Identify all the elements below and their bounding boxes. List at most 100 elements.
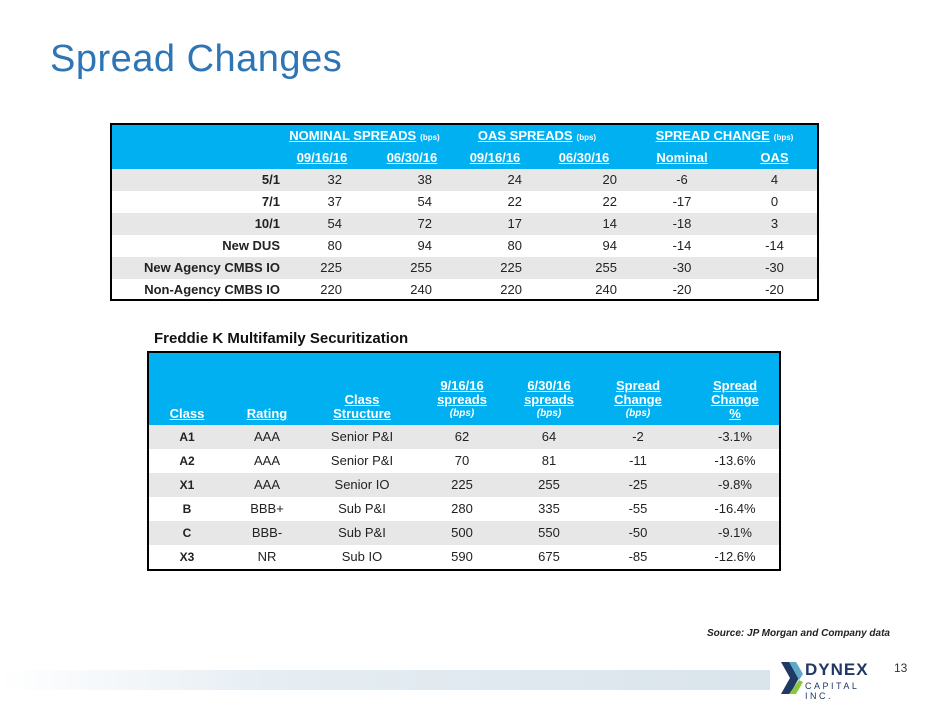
table-cell: -12.6% — [714, 549, 756, 564]
table-cell: 24 — [507, 172, 522, 187]
table-cell: -55 — [628, 501, 648, 516]
column-header-line: Class — [344, 392, 380, 407]
page-title: Spread Changes — [50, 38, 343, 80]
column-header-line: % — [729, 406, 741, 421]
table-cell: 14 — [602, 216, 617, 231]
column-header: 6/30/16 spreads (bps) — [504, 379, 594, 421]
column-unit: (bps) — [449, 408, 475, 419]
column-header: Spread Change (bps) — [593, 379, 683, 421]
table-cell: -14 — [765, 238, 784, 253]
column-header: Class Structure — [312, 393, 412, 421]
table-cell: 255 — [595, 260, 617, 275]
column-unit: (bps) — [625, 408, 651, 419]
table-cell: AAA — [253, 429, 280, 444]
column-header: Class — [152, 407, 222, 421]
column-header-line: Spread — [712, 378, 758, 393]
column-header-line: Change — [614, 392, 662, 407]
table-cell: 72 — [417, 216, 432, 231]
table-cell: 590 — [451, 549, 473, 564]
table-cell: -2 — [632, 429, 644, 444]
logo-mark-icon — [781, 662, 803, 694]
table-cell: 255 — [538, 477, 560, 492]
table-cell: 280 — [451, 501, 473, 516]
table-cell: -11 — [629, 453, 647, 468]
table-cell: NR — [257, 549, 277, 564]
table-cell: 255 — [410, 260, 432, 275]
row-label: 5/1 — [261, 172, 280, 187]
table-row: X1 AAA Senior IO 225 255 -25 -9.8% — [149, 473, 779, 497]
group-header-row: NOMINAL SPREADS (bps) OAS SPREADS (bps) SP… — [112, 125, 817, 147]
row-label: 7/1 — [261, 194, 280, 209]
column-header-line: Structure — [333, 406, 391, 421]
column-header: 9/16/16 spreads (bps) — [417, 379, 507, 421]
table-cell: 80 — [327, 238, 342, 253]
class-cell: C — [182, 526, 192, 540]
source-note: Source: JP Morgan and Company data — [707, 628, 890, 639]
table-cell: -20 — [765, 282, 784, 297]
table-cell: 32 — [327, 172, 342, 187]
table-cell: 0 — [770, 194, 779, 209]
table2-header: Class Rating Class Structure 9/16/16 spreads(… — [149, 353, 779, 425]
table-cell: 225 — [451, 477, 473, 492]
class-cell: B — [182, 502, 192, 516]
table-cell: BBB- — [251, 525, 283, 540]
table-cell: Senior IO — [334, 477, 390, 492]
table-row: C BBB- Sub P&I 500 550 -50 -9.1% — [149, 521, 779, 545]
table-cell: 220 — [500, 282, 522, 297]
column-header: Rating — [227, 407, 307, 421]
table-cell: 220 — [320, 282, 342, 297]
table-cell: 17 — [507, 216, 522, 231]
column-header-line: spreads — [437, 392, 487, 407]
table-cell: 54 — [327, 216, 342, 231]
table-cell: 550 — [538, 525, 560, 540]
table-cell: AAA — [253, 453, 280, 468]
column-header-line: spreads — [524, 392, 574, 407]
logo-subtitle: CAPITAL INC. — [805, 681, 860, 701]
table-cell: 64 — [541, 429, 557, 444]
subheader: Nominal — [656, 150, 708, 165]
table-cell: 225 — [320, 260, 342, 275]
table-cell: 3 — [770, 216, 779, 231]
table-cell: 80 — [507, 238, 522, 253]
table-cell: 240 — [410, 282, 432, 297]
table-row: New DUS 80 94 80 94 -14 -14 — [112, 235, 817, 257]
logo-wordmark: DYNEX — [805, 660, 869, 679]
table-row: A1 AAA Senior P&I 62 64 -2 -3.1% — [149, 425, 779, 449]
table-cell: 22 — [602, 194, 617, 209]
table-cell: 335 — [538, 501, 560, 516]
table-cell: Sub P&I — [338, 525, 386, 540]
group-nominal: NOMINAL SPREADS (bps) — [289, 128, 440, 143]
group-oas: OAS SPREADS (bps) — [477, 128, 597, 143]
table-row: A2 AAA Senior P&I 70 81 -11 -13.6% — [149, 449, 779, 473]
group-spread-change: SPREAD CHANGE (bps) — [655, 128, 794, 143]
row-label: 10/1 — [254, 216, 280, 231]
table-cell: -20 — [672, 282, 692, 297]
table-cell: 500 — [451, 525, 473, 540]
table-cell: -6 — [676, 172, 688, 187]
table-cell: -25 — [628, 477, 648, 492]
table-cell: Senior P&I — [330, 453, 394, 468]
column-header-line: Rating — [246, 406, 288, 421]
sub-header-row: 09/16/16 06/30/16 09/16/16 06/30/16 Nomi… — [112, 147, 817, 169]
spreads-table: NOMINAL SPREADS (bps) OAS SPREADS (bps) SP… — [110, 123, 819, 301]
subheader: 09/16/16 — [296, 150, 348, 165]
table-cell: Sub IO — [341, 549, 383, 564]
footer-band — [0, 670, 770, 690]
table-cell: 94 — [417, 238, 432, 253]
table-cell: 240 — [595, 282, 617, 297]
table2-title: Freddie K Multifamily Securitization — [154, 330, 409, 347]
table-row: X3 NR Sub IO 590 675 -85 -12.6% — [149, 545, 779, 569]
subheader: 06/30/16 — [558, 150, 610, 165]
table-cell: -16.4% — [714, 501, 756, 516]
table-row: B BBB+ Sub P&I 280 335 -55 -16.4% — [149, 497, 779, 521]
table-cell: 38 — [417, 172, 432, 187]
freddie-k-table: Class Rating Class Structure 9/16/16 spreads(… — [147, 351, 781, 571]
table-cell: -50 — [628, 525, 648, 540]
table-cell: -30 — [672, 260, 692, 275]
class-cell: A2 — [179, 454, 195, 468]
table-cell: -30 — [765, 260, 784, 275]
table-cell: -85 — [628, 549, 648, 564]
table-cell: 675 — [538, 549, 560, 564]
table-cell: -14 — [672, 238, 692, 253]
row-label: Non-Agency CMBS IO — [144, 282, 280, 297]
